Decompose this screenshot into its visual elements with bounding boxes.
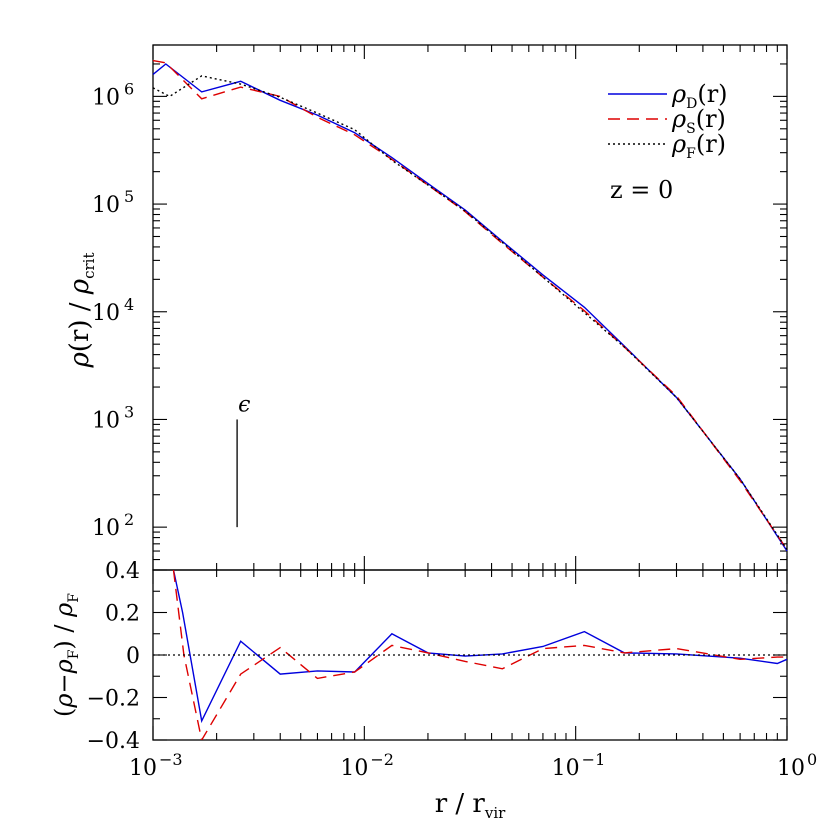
legend-label-rho_D: ρD(r) (671, 80, 728, 112)
softening-marker: ϵ (236, 392, 250, 528)
top-y-tick-label: 10 2 (92, 510, 134, 541)
bottom-y-tick-label: −0.2 (87, 687, 140, 712)
x-tick-label: 10 −2 (340, 750, 394, 781)
bottom-y-tick-label: 0.4 (105, 559, 140, 584)
residual-panel: 0.4 0.2 0 −0.2 −0.4 10 −3 10 −2 10 −1 10 0 (ρ−ρF) /… (50, 559, 817, 822)
bottom-y-axis-label: (ρ−ρF) / ρF (50, 593, 82, 717)
legend-label-rho_F: ρF(r) (671, 130, 726, 162)
series-line-rho_D (152, 63, 788, 552)
top-y-tick-label: 10 5 (92, 187, 134, 218)
series-line-resid_D (172, 570, 787, 724)
bottom-panel-series (153, 570, 787, 740)
bottom-y-tick-label: 0 (126, 644, 140, 669)
legend-label-rho_S: ρS(r) (671, 105, 726, 137)
x-tick-labels: 10 −3 10 −2 10 −1 10 0 (129, 750, 817, 781)
series-line-resid_S (172, 570, 787, 740)
top-y-tick-label: 10 3 (92, 402, 134, 433)
top-y-tick-label: 10 4 (92, 295, 134, 326)
top-y-axis-label: ρ(r) / ρcrit (65, 252, 98, 368)
x-tick-label: 10 0 (777, 750, 817, 781)
top-panel-series (152, 59, 788, 552)
bottom-panel-y-tick-labels: 0.4 0.2 0 −0.2 −0.4 (87, 559, 140, 754)
bottom-y-tick-label: 0.2 (105, 602, 140, 627)
redshift-label: z = 0 (610, 176, 673, 204)
x-tick-label: 10 −1 (552, 750, 606, 781)
bottom-y-tick-label: −0.4 (87, 729, 140, 754)
top-y-tick-label: 10 6 (92, 79, 134, 110)
x-tick-label: 10 −3 (129, 750, 183, 781)
x-axis-label: r / rvir (435, 789, 506, 822)
series-line-rho_F (152, 75, 788, 550)
top-panel-ticks (152, 44, 788, 740)
softening-label: ϵ (238, 392, 250, 417)
legend: ρD(r)ρS(r)ρF(r) (608, 80, 728, 162)
